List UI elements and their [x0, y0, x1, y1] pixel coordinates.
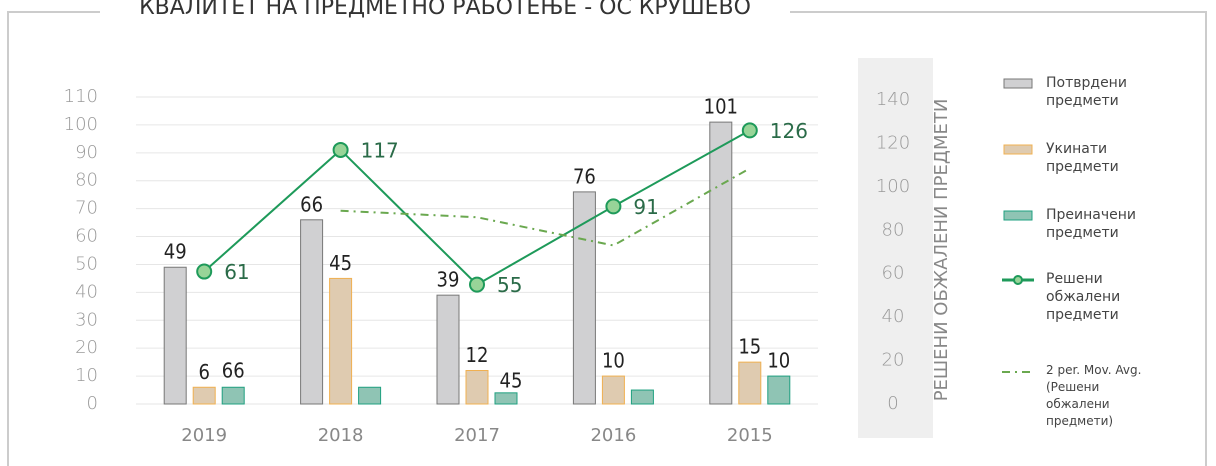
y-tick-label: 40 — [75, 281, 98, 302]
y2-tick-label: 100 — [876, 176, 910, 197]
line-marker — [332, 141, 349, 158]
line-marker — [741, 122, 758, 139]
y2-panel — [858, 58, 933, 438]
data-label: 15 — [738, 335, 761, 359]
y-tick-label: 70 — [75, 198, 98, 219]
x-tick-label: 2017 — [454, 425, 500, 446]
legend-symbol — [1002, 371, 1034, 373]
annotation: 66 — [222, 359, 245, 383]
y2-tick-label: 60 — [882, 263, 905, 284]
data-label: 66 — [300, 192, 323, 216]
legend-item: Преиначени предмети — [1000, 206, 1156, 242]
y-tick-label: 100 — [64, 114, 98, 135]
y2-tick-label: 120 — [876, 132, 910, 153]
data-label: 101 — [704, 95, 738, 119]
chart-title: КВАЛИТЕТ НА ПРЕДМЕТНО РАБОТЕЊЕ - ОС КРУШ… — [139, 0, 751, 20]
bar — [767, 375, 791, 405]
line — [203, 129, 751, 286]
bar — [163, 266, 187, 405]
y-tick-label: 90 — [75, 142, 98, 163]
data-label: 117 — [361, 138, 399, 162]
legend-item: 2 per. Mov. Avg. (Решени обжалени предме… — [1000, 362, 1156, 430]
y2-tick-label: 140 — [876, 89, 910, 110]
data-label: 91 — [633, 195, 658, 219]
y2-tick-label: 20 — [882, 350, 905, 371]
legend-label: Преиначени предмети — [1046, 207, 1136, 241]
legend-symbol — [1003, 144, 1033, 155]
line-marker — [469, 276, 485, 293]
bar — [738, 361, 762, 405]
legend-symbol — [1003, 78, 1033, 89]
legend-label: Потврдени предмети — [1046, 75, 1127, 109]
bar — [221, 386, 245, 405]
x-tick-label: 2016 — [590, 425, 636, 446]
legend-symbol — [1002, 275, 1034, 285]
frame — [7, 11, 1207, 466]
bar — [465, 370, 489, 405]
bar — [329, 277, 353, 405]
line-marker — [196, 263, 213, 280]
legend-marker — [1013, 275, 1023, 285]
line — [340, 167, 751, 247]
bar — [709, 121, 733, 405]
data-label: 39 — [437, 268, 460, 292]
x-tick-label: 2018 — [318, 425, 364, 446]
data-label: 10 — [602, 349, 625, 373]
bar — [630, 389, 654, 405]
data-label: 61 — [224, 260, 249, 284]
legend-swatch — [1003, 210, 1033, 221]
y2-tick-label: 40 — [882, 306, 905, 327]
legend-label: Решени обжалени предмети — [1046, 271, 1121, 323]
y2-axis-label: РЕШЕНИ ОБЖАЛЕНИ ПРЕДМЕТИ — [931, 99, 952, 402]
bar — [601, 375, 625, 405]
data-label: 76 — [573, 164, 596, 188]
bar — [494, 392, 518, 405]
legend-swatch — [1003, 78, 1033, 89]
bar — [358, 386, 382, 405]
legend-label: Укинати предмети — [1046, 141, 1119, 175]
y2-tick-label: 0 — [887, 393, 898, 414]
data-label: 10 — [767, 349, 790, 373]
y-tick-label: 110 — [64, 86, 98, 107]
x-tick-label: 2015 — [727, 425, 773, 446]
y-tick-label: 80 — [75, 170, 98, 191]
legend-symbol — [1003, 210, 1033, 221]
legend-swatch — [1003, 144, 1033, 155]
x-tick-label: 2019 — [181, 425, 227, 446]
y-tick-label: 60 — [75, 226, 98, 247]
data-label: 55 — [497, 273, 522, 297]
y-tick-label: 0 — [87, 393, 98, 414]
legend-item: Решени обжалени предмети — [1000, 270, 1156, 324]
bar — [572, 191, 596, 405]
data-label: 49 — [164, 240, 187, 264]
bar — [436, 294, 460, 405]
data-label: 6 — [198, 360, 209, 384]
annotation: 45 — [500, 369, 523, 393]
y-tick-label: 20 — [75, 337, 98, 358]
y-tick-label: 30 — [75, 309, 98, 330]
data-label: 126 — [770, 119, 808, 143]
data-label: 45 — [329, 251, 352, 275]
y-tick-label: 50 — [75, 253, 98, 274]
line-marker — [605, 198, 622, 215]
y2-tick-label: 80 — [882, 219, 905, 240]
legend-item: Укинати предмети — [1000, 140, 1156, 176]
data-label: 12 — [466, 343, 489, 367]
bar — [300, 219, 324, 405]
bar — [192, 386, 216, 405]
legend-label: 2 per. Mov. Avg. (Решени обжалени предме… — [1046, 363, 1142, 428]
y-tick-label: 10 — [75, 365, 98, 386]
legend-item: Потврдени предмети — [1000, 74, 1156, 110]
